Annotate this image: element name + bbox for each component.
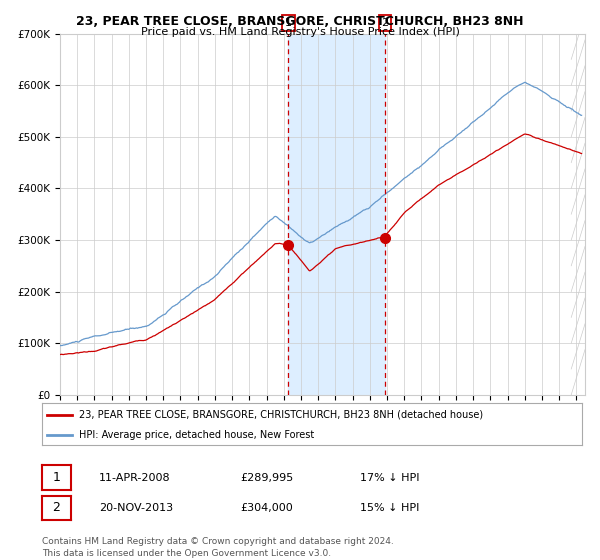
Text: 23, PEAR TREE CLOSE, BRANSGORE, CHRISTCHURCH, BH23 8NH (detached house): 23, PEAR TREE CLOSE, BRANSGORE, CHRISTCH…	[79, 410, 483, 420]
Text: This data is licensed under the Open Government Licence v3.0.: This data is licensed under the Open Gov…	[42, 549, 331, 558]
Text: 1: 1	[52, 471, 61, 484]
Text: Price paid vs. HM Land Registry's House Price Index (HPI): Price paid vs. HM Land Registry's House …	[140, 27, 460, 37]
Text: 17% ↓ HPI: 17% ↓ HPI	[360, 473, 419, 483]
Text: 2: 2	[52, 501, 61, 515]
Text: 11-APR-2008: 11-APR-2008	[99, 473, 170, 483]
Text: Contains HM Land Registry data © Crown copyright and database right 2024.: Contains HM Land Registry data © Crown c…	[42, 537, 394, 546]
Bar	[289, 34, 385, 395]
Text: £304,000: £304,000	[240, 503, 293, 513]
Text: 1: 1	[285, 18, 292, 28]
Text: HPI: Average price, detached house, New Forest: HPI: Average price, detached house, New …	[79, 430, 314, 440]
Text: 20-NOV-2013: 20-NOV-2013	[99, 503, 173, 513]
Text: £289,995: £289,995	[240, 473, 293, 483]
Text: 15% ↓ HPI: 15% ↓ HPI	[360, 503, 419, 513]
Text: 23, PEAR TREE CLOSE, BRANSGORE, CHRISTCHURCH, BH23 8NH: 23, PEAR TREE CLOSE, BRANSGORE, CHRISTCH…	[76, 15, 524, 28]
Text: 2: 2	[382, 18, 389, 28]
